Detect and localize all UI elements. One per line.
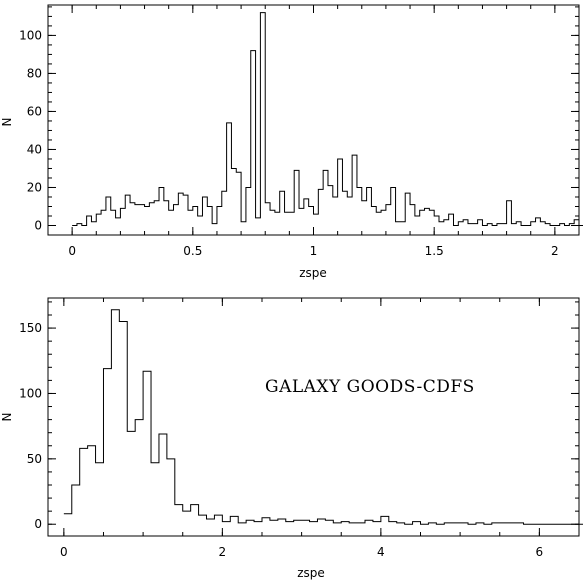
top-x-ticks: 0 0.5 1 1.5 2 (47, 5, 580, 258)
bottom-histogram-panel: 0 2 4 6 0 50 100 150 GALAXY GOODS-CDFS zspe N (0, 297, 583, 580)
y-tick-label: 100 (19, 386, 42, 400)
x-tick-label: 1.5 (425, 244, 444, 258)
top-histogram-bars (72, 12, 583, 226)
y-tick-label: 20 (27, 180, 42, 194)
x-tick-label: 0 (68, 244, 76, 258)
y-tick-label: 80 (27, 66, 42, 80)
y-tick-label: 40 (27, 142, 42, 156)
x-tick-label: 0.5 (183, 244, 202, 258)
bottom-histogram-bars (63, 309, 583, 525)
bottom-x-axis-label: zspe (297, 566, 325, 580)
top-y-ticks: 0 20 40 60 80 100 (19, 6, 579, 236)
bottom-x-ticks: 0 2 4 6 (60, 298, 580, 559)
chart-annotation: GALAXY GOODS-CDFS (265, 377, 475, 397)
x-tick-label: 6 (536, 545, 544, 559)
y-tick-label: 150 (19, 321, 42, 335)
top-x-axis-label: zspe (299, 266, 327, 280)
bottom-y-ticks: 0 50 100 150 (19, 301, 579, 531)
top-histogram-panel: 0 0.5 1 1.5 2 0 20 40 60 80 100 zspe N (0, 4, 583, 280)
top-plot-frame (47, 4, 580, 236)
bottom-plot-frame (47, 297, 580, 537)
x-tick-label: 2 (219, 545, 227, 559)
x-tick-label: 0 (60, 545, 68, 559)
y-tick-label: 50 (27, 452, 42, 466)
y-tick-label: 0 (34, 517, 42, 531)
y-tick-label: 100 (19, 28, 42, 42)
x-tick-label: 2 (551, 244, 559, 258)
y-tick-label: 0 (34, 218, 42, 232)
x-tick-label: 1 (310, 244, 318, 258)
bottom-y-axis-label: N (0, 413, 14, 422)
top-y-axis-label: N (0, 118, 14, 127)
y-tick-label: 60 (27, 104, 42, 118)
x-tick-label: 4 (377, 545, 385, 559)
